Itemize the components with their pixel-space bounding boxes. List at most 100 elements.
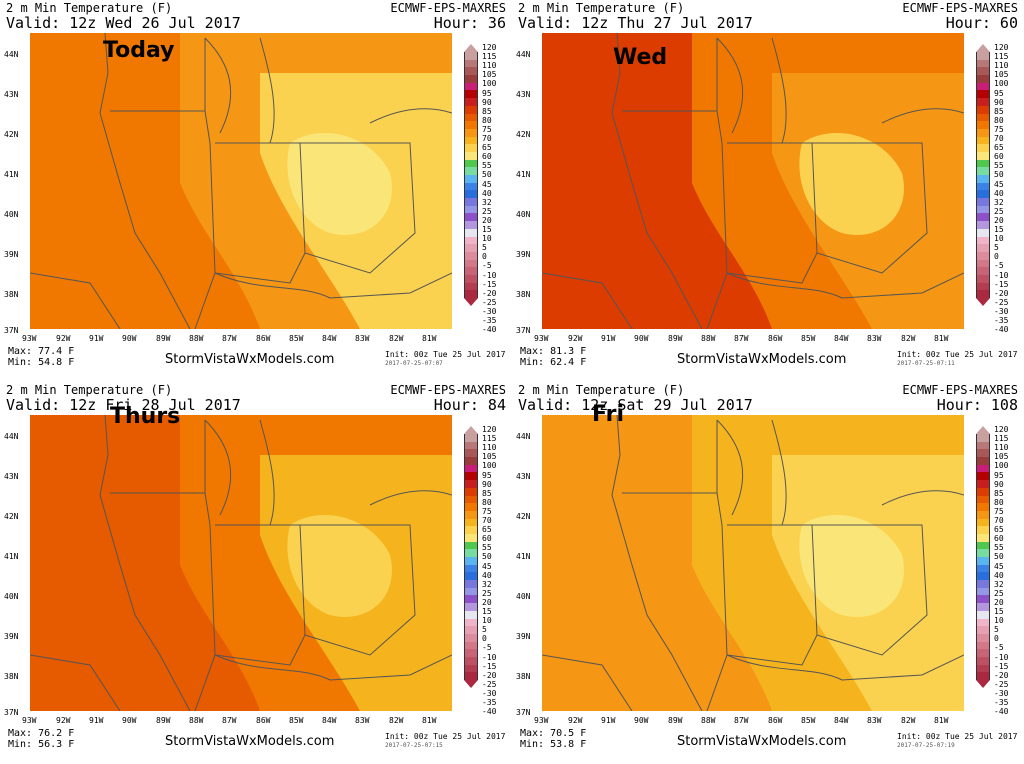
lon-label: 87W [734,716,749,725]
scale-swatch [464,549,478,557]
lon-label: 86W [256,716,271,725]
scale-arrow-top [976,44,990,52]
lat-label: 39N [4,632,19,641]
scale-label: 70 [994,134,1004,143]
scale-label: 95 [994,88,1004,98]
scale-swatch [976,503,990,511]
scale-swatch [464,564,478,573]
scale-swatch [464,510,478,519]
min-value: Min: 62.4 F [520,357,587,368]
scale-swatch [464,526,478,534]
scale-label: 65 [994,525,1004,535]
scale-swatch [464,503,478,511]
scale-swatch [976,75,990,83]
day-label: Thurs [110,404,181,429]
lat-label: 39N [516,632,531,641]
lon-label: 84W [834,334,849,343]
lat-label: 39N [516,250,531,259]
scale-swatch [976,259,990,268]
scale-swatch [464,487,478,496]
lat-label: 39N [4,250,19,259]
scale-label: 95 [482,470,492,480]
scale-swatch [976,182,990,191]
scale-label: 50 [994,170,1004,180]
scale-label: -10 [994,270,1009,280]
scale-label: 100 [482,461,497,471]
scale-label: 10 [994,234,1004,244]
scale-swatch [976,610,990,619]
scale-swatch [464,75,478,83]
scale-swatch [976,449,990,458]
scale-label: 115 [482,434,497,444]
lat-label: 37N [4,708,19,717]
scale-label: -25 [994,297,1009,307]
forecast-hour: Hour: 84 [433,396,506,414]
map-svg [542,415,964,711]
scale-swatch [464,641,478,650]
forecast-hour: Hour: 108 [936,396,1018,414]
forecast-hour: Hour: 36 [433,14,506,32]
scale-label: 120 [994,425,1009,434]
scale-swatch [976,236,990,245]
scale-label: 0 [994,634,999,644]
valid-time: Valid: 12z Fri 28 Jul 2017 [6,396,241,414]
day-label: Fri [592,402,625,427]
scale-swatch [464,175,478,183]
max-value: Max: 77.4 F [8,346,75,357]
scale-label: 60 [482,152,492,162]
scale-swatch [464,626,478,634]
fill-zone-4 [799,515,904,617]
scale-label: -5 [994,643,1004,653]
title-right: ECMWF-EPS-MAXRES [390,383,506,397]
scale-label: -15 [482,661,497,671]
render-stamp: 2017-07-25-07:19 [897,742,955,749]
scale-label: -5 [482,643,492,653]
max-min-readout: Max: 81.3 F Min: 62.4 F [520,346,586,368]
lon-label: 87W [222,334,237,343]
scale-swatch [464,603,478,611]
lon-label: 83W [355,716,370,725]
scale-swatch [976,480,990,488]
valid-time: Valid: 12z Wed 26 Jul 2017 [6,14,241,32]
temperature-map [542,415,964,711]
lon-label: 81W [422,716,437,725]
scale-label: 55 [994,161,1004,171]
scale-label: 120 [994,43,1009,52]
scale-swatch [464,182,478,191]
fill-zone-4 [287,515,392,617]
lat-label: 42N [4,512,19,521]
scale-label: 0 [482,634,487,644]
scale-label: 25 [482,588,492,598]
lat-label: 42N [516,512,531,521]
scale-swatch [976,282,990,291]
scale-label: -20 [994,670,1009,680]
scale-label: 80 [994,115,1004,125]
lat-label: 43N [4,90,19,99]
title-left: 2 m Min Temperature (F) [6,1,173,15]
scale-label: 110 [482,61,497,71]
lon-label: 90W [122,334,137,343]
site-credit: StormVistaWxModels.com [677,734,847,749]
scale-label: -40 [482,325,497,335]
scale-swatch [976,580,990,588]
scale-swatch [976,603,990,611]
scale-label: 100 [482,79,497,89]
scale-label: 95 [482,88,492,98]
scale-swatch [464,480,478,488]
lat-label: 43N [516,472,531,481]
scale-label: 105 [482,70,497,80]
scale-swatch [976,472,990,481]
lon-label: 87W [222,716,237,725]
scale-label: 5 [994,243,999,253]
scale-swatch [464,572,478,581]
scale-label: 80 [482,115,492,125]
scale-swatch [976,649,990,657]
scale-label: 10 [482,616,492,626]
lat-label: 43N [4,472,19,481]
scale-swatch [464,213,478,222]
scale-swatch [464,244,478,252]
scale-label: 5 [482,243,487,253]
scale-swatch [976,90,990,99]
forecast-panel-2: 2 m Min Temperature (F) ECMWF-EPS-MAXRES… [512,0,1024,382]
scale-label: 75 [994,124,1004,134]
